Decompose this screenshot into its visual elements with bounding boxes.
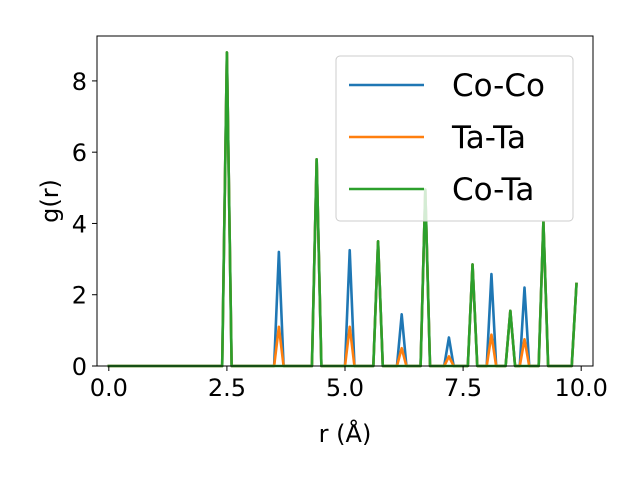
y-tick-label: 8 xyxy=(72,68,87,96)
y-tick-label: 4 xyxy=(72,210,87,238)
x-tick-label: 2.5 xyxy=(208,374,246,402)
x-tick-label: 0.0 xyxy=(90,374,128,402)
y-axis: 0 2 4 6 8 xyxy=(72,68,97,381)
y-tick-label: 0 xyxy=(72,353,87,381)
x-tick-label: 10.0 xyxy=(554,374,607,402)
y-axis-label: g(r) xyxy=(36,179,64,223)
y-tick-label: 2 xyxy=(72,282,87,310)
legend-box xyxy=(335,55,574,222)
y-tick-label: 6 xyxy=(72,139,87,167)
x-axis-label: r (Å) xyxy=(319,419,372,448)
legend-label-co-co: Co-Co xyxy=(452,68,545,104)
legend-label-co-ta: Co-Ta xyxy=(452,172,534,208)
x-tick-label: 7.5 xyxy=(444,374,482,402)
x-axis: 0.0 2.5 5.0 7.5 10.0 xyxy=(90,366,608,402)
legend: Co-Co Ta-Ta Co-Ta xyxy=(335,55,574,222)
legend-label-ta-ta: Ta-Ta xyxy=(451,120,526,156)
x-tick-label: 5.0 xyxy=(326,374,364,402)
